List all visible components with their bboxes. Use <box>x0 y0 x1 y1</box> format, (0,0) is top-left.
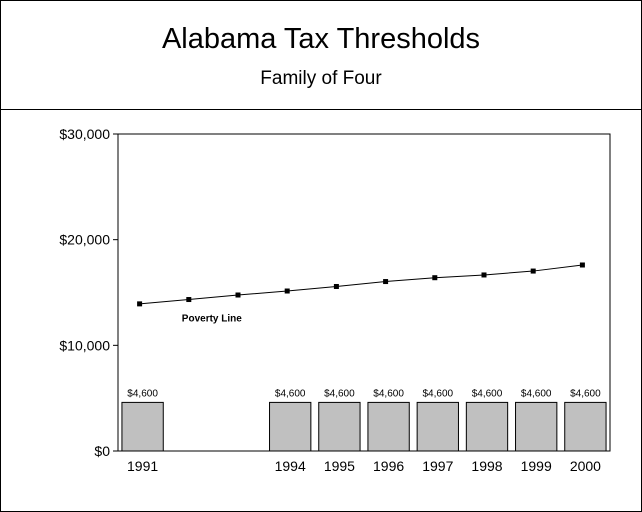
y-tick-label: $20,000 <box>59 232 110 248</box>
y-tick-label: $0 <box>94 443 110 459</box>
bar-1999 <box>515 401 558 452</box>
bar-label-1996: $4,600 <box>373 388 404 399</box>
poverty-line-point-1994 <box>284 288 290 294</box>
plot-area <box>117 133 611 452</box>
bar-label-1991: $4,600 <box>127 388 158 399</box>
x-axis-ticks: 1991 1994 1995 1996 1997 1998 1999 2000 <box>127 458 601 474</box>
bar-1997 <box>416 401 459 452</box>
poverty-line <box>139 264 583 305</box>
x-tick-label-1991: 1991 <box>127 458 158 474</box>
bar-label-1997: $4,600 <box>423 388 454 399</box>
bar-2000 <box>564 401 607 452</box>
bar-label-group: $4,600 $4,600 $4,600 $4,600 $4,600 $4,600 $4,6… <box>127 388 601 399</box>
y-tick-label: $10,000 <box>59 337 110 353</box>
y-tick-label: $30,000 <box>59 126 110 142</box>
poverty-line-point-1992 <box>186 297 192 303</box>
poverty-line-point-1997 <box>432 275 438 281</box>
bar-label-1995: $4,600 <box>324 388 355 399</box>
chart-header: Alabama Tax Thresholds Family of Four <box>1 1 641 110</box>
poverty-line-point-1999 <box>530 268 536 274</box>
y-axis-ticks: $0 $10,000 $20,000 $30,000 <box>59 126 118 459</box>
bar-1995 <box>318 401 361 452</box>
bar-group <box>121 401 607 452</box>
x-tick-label-2000: 2000 <box>570 458 601 474</box>
poverty-line-point-1995 <box>333 283 339 289</box>
x-tick-label-1997: 1997 <box>422 458 453 474</box>
poverty-line-point-1993 <box>235 292 241 298</box>
x-tick-label-1998: 1998 <box>471 458 502 474</box>
poverty-line-point-1996 <box>383 279 389 285</box>
poverty-line-series: Poverty Line <box>137 262 585 325</box>
bar-1991 <box>121 401 164 452</box>
chart-subtitle: Family of Four <box>260 68 382 89</box>
bar-label-2000: $4,600 <box>570 388 601 399</box>
x-tick-label-1995: 1995 <box>324 458 355 474</box>
bar-label-1998: $4,600 <box>472 388 503 399</box>
x-tick-label-1994: 1994 <box>275 458 306 474</box>
bar-1998 <box>465 401 509 452</box>
chart-title: Alabama Tax Thresholds <box>161 23 481 55</box>
x-tick-label-1996: 1996 <box>373 458 404 474</box>
poverty-line-point-1991 <box>137 301 143 307</box>
bar-1996 <box>367 401 410 452</box>
poverty-line-point-1998 <box>481 272 487 278</box>
poverty-line-label: Poverty Line <box>182 314 242 325</box>
bar-label-1994: $4,600 <box>275 388 306 399</box>
x-tick-label-1999: 1999 <box>521 458 552 474</box>
bar-1994 <box>269 401 312 452</box>
poverty-line-point-2000 <box>579 262 585 268</box>
bar-label-1999: $4,600 <box>521 388 552 399</box>
